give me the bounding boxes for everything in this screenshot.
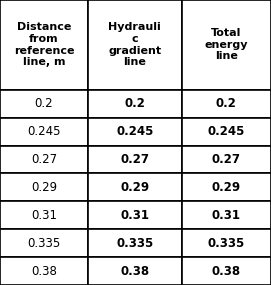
Text: 0.29: 0.29 <box>120 181 149 194</box>
Bar <box>88 201 182 229</box>
Bar <box>182 0 271 90</box>
Text: 0.335: 0.335 <box>208 237 245 250</box>
Bar <box>0 146 88 174</box>
Text: 0.245: 0.245 <box>116 125 153 138</box>
Text: Hydrauli
c
gradient
line: Hydrauli c gradient line <box>108 23 162 67</box>
Bar <box>88 0 182 90</box>
Bar <box>0 0 88 90</box>
Bar <box>88 257 182 285</box>
Text: Distance
from
reference
line, m: Distance from reference line, m <box>14 23 74 67</box>
Bar <box>182 146 271 174</box>
Bar <box>0 90 88 118</box>
Bar <box>88 229 182 257</box>
Text: 0.27: 0.27 <box>31 153 57 166</box>
Text: Total
energy
line: Total energy line <box>205 28 248 62</box>
Bar <box>0 118 88 146</box>
Text: 0.38: 0.38 <box>120 264 149 278</box>
Text: 0.29: 0.29 <box>31 181 57 194</box>
Text: 0.27: 0.27 <box>120 153 149 166</box>
Bar <box>88 118 182 146</box>
Bar <box>0 201 88 229</box>
Text: 0.38: 0.38 <box>31 264 57 278</box>
Bar <box>182 90 271 118</box>
Bar <box>182 201 271 229</box>
Text: 0.2: 0.2 <box>124 97 145 110</box>
Bar <box>182 174 271 201</box>
Text: 0.335: 0.335 <box>27 237 61 250</box>
Text: 0.38: 0.38 <box>212 264 241 278</box>
Bar <box>0 257 88 285</box>
Bar <box>88 90 182 118</box>
Bar <box>182 257 271 285</box>
Text: 0.31: 0.31 <box>31 209 57 222</box>
Bar <box>88 174 182 201</box>
Text: 0.31: 0.31 <box>120 209 149 222</box>
Text: 0.27: 0.27 <box>212 153 241 166</box>
Text: 0.335: 0.335 <box>116 237 153 250</box>
Text: 0.2: 0.2 <box>35 97 53 110</box>
Bar <box>182 229 271 257</box>
Bar <box>88 146 182 174</box>
Text: 0.2: 0.2 <box>216 97 237 110</box>
Bar <box>182 118 271 146</box>
Bar <box>0 229 88 257</box>
Text: 0.245: 0.245 <box>208 125 245 138</box>
Text: 0.29: 0.29 <box>212 181 241 194</box>
Text: 0.31: 0.31 <box>212 209 241 222</box>
Bar <box>0 174 88 201</box>
Text: 0.245: 0.245 <box>27 125 61 138</box>
